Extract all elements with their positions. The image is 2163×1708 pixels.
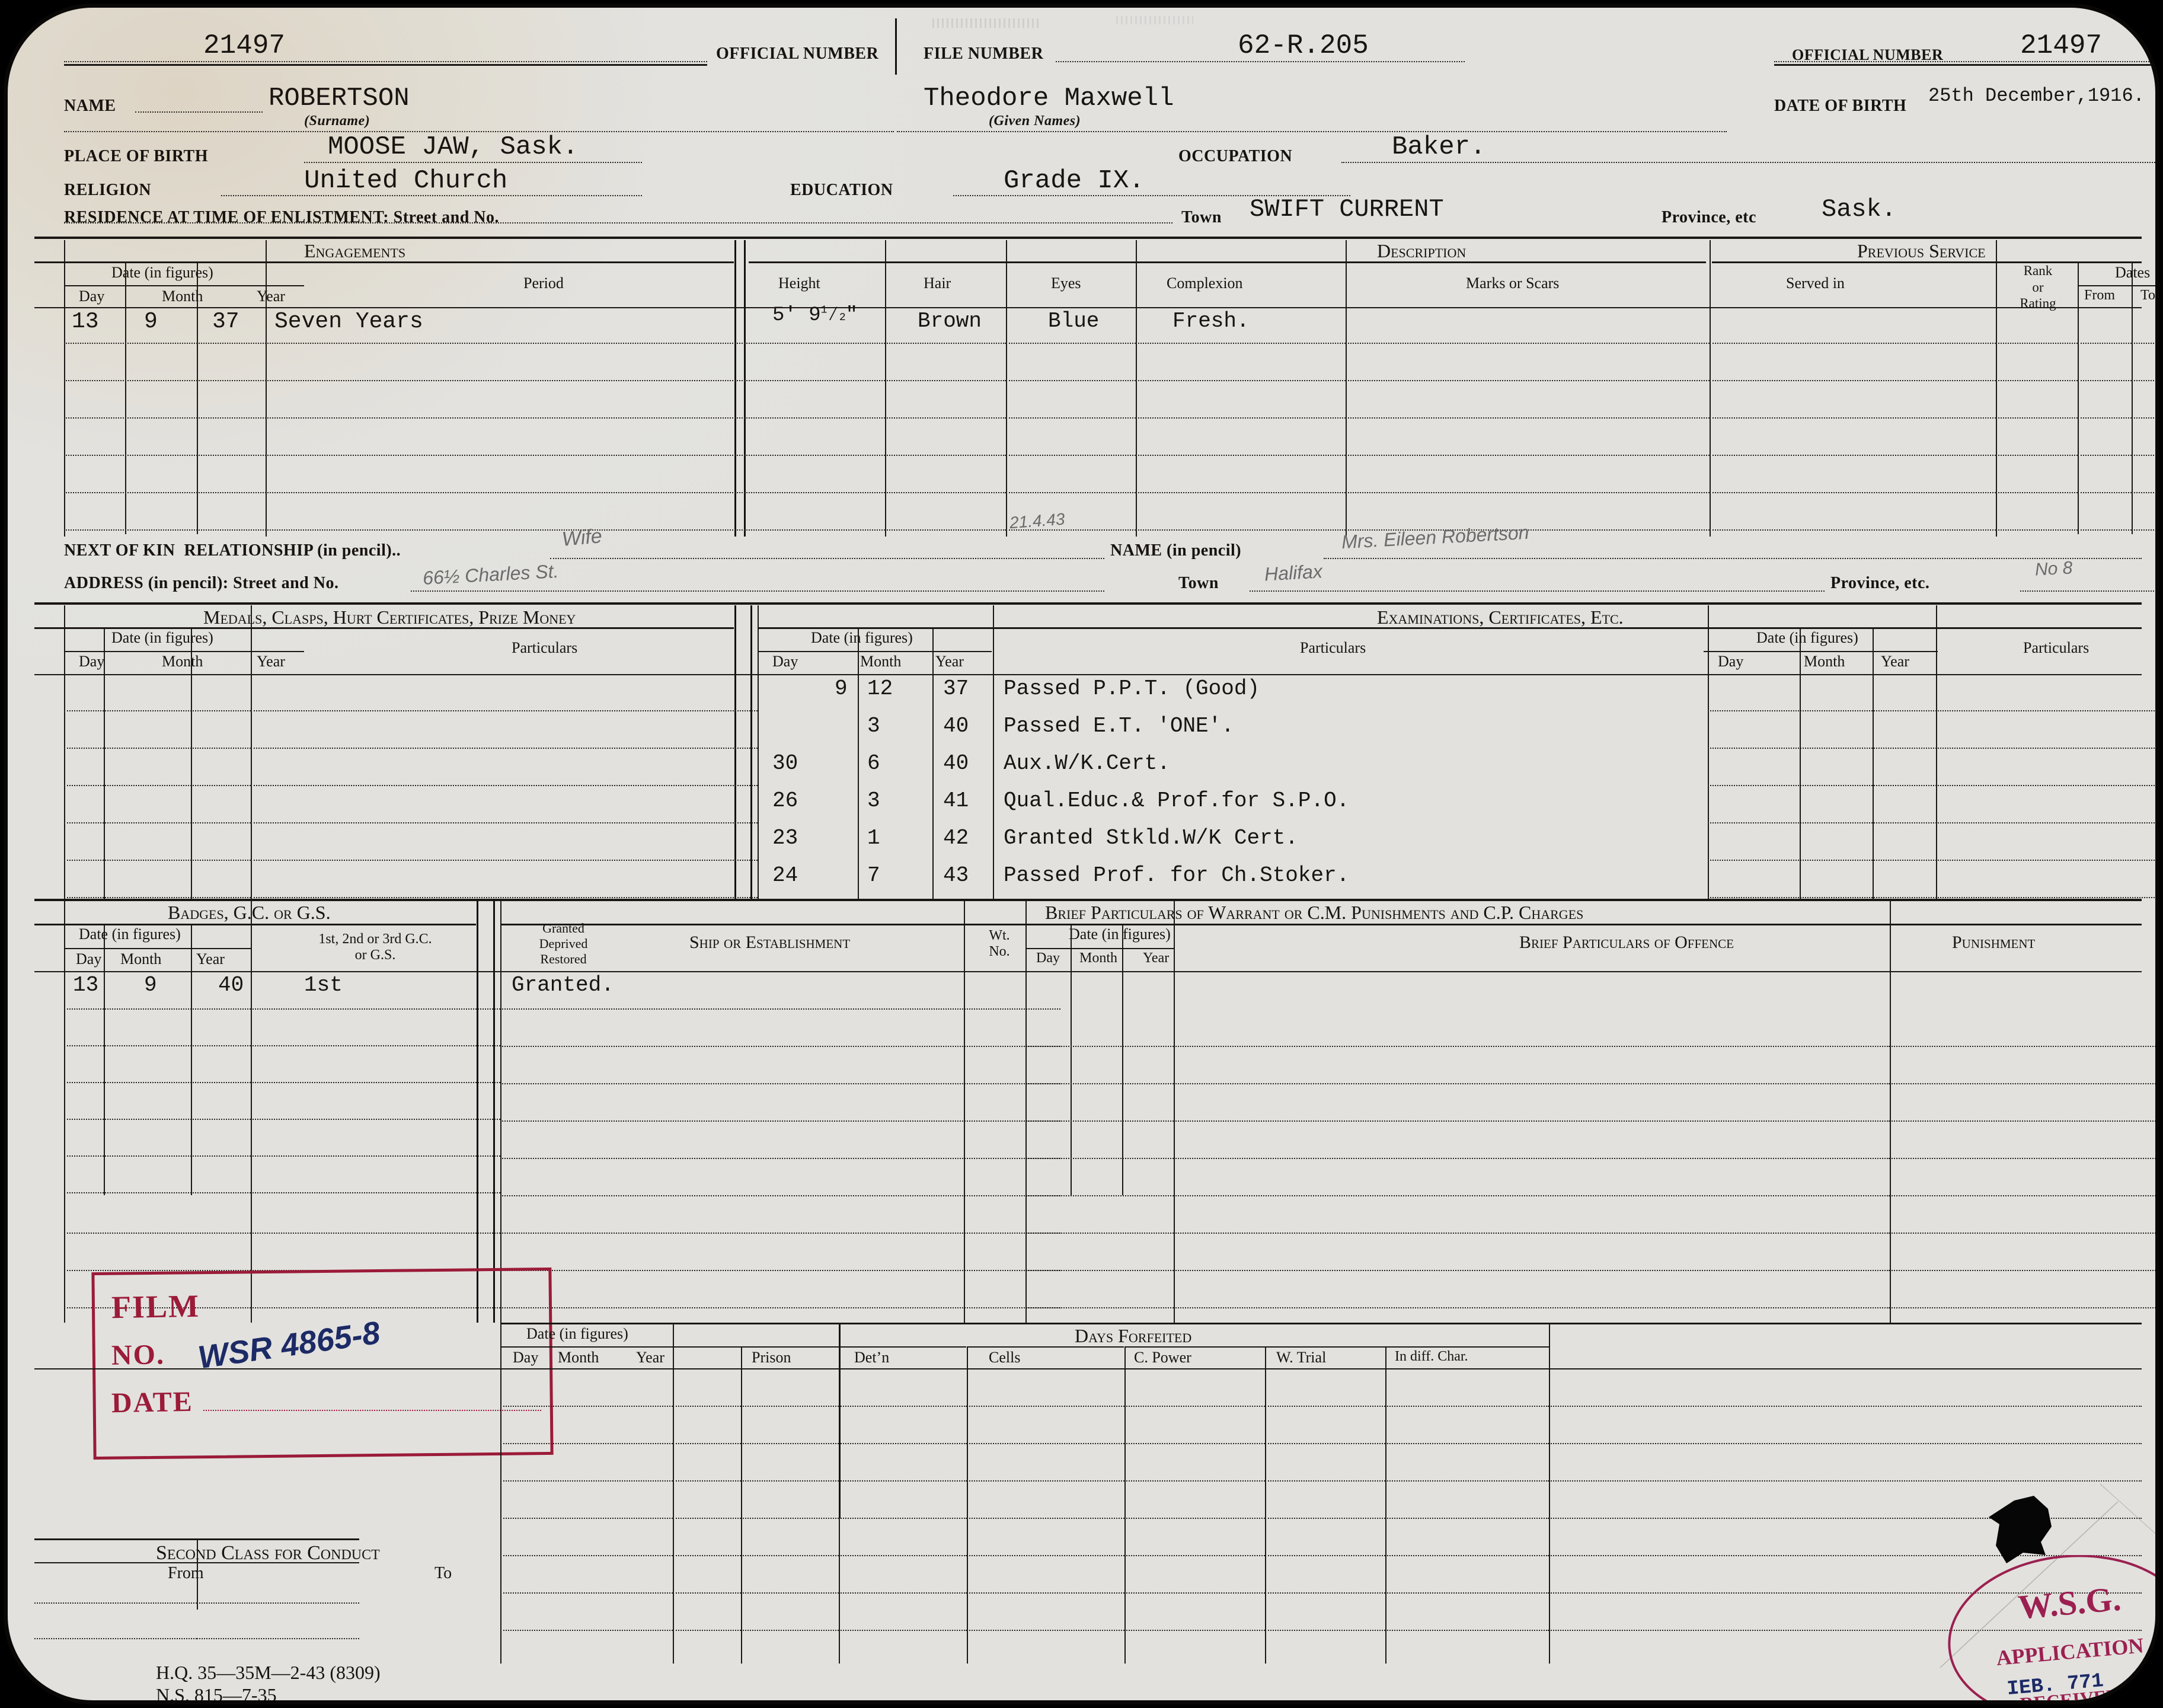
svg-text:APPLICATION: APPLICATION [1995, 1633, 2145, 1670]
svg-text:W.S.G.: W.S.G. [2017, 1579, 2123, 1627]
